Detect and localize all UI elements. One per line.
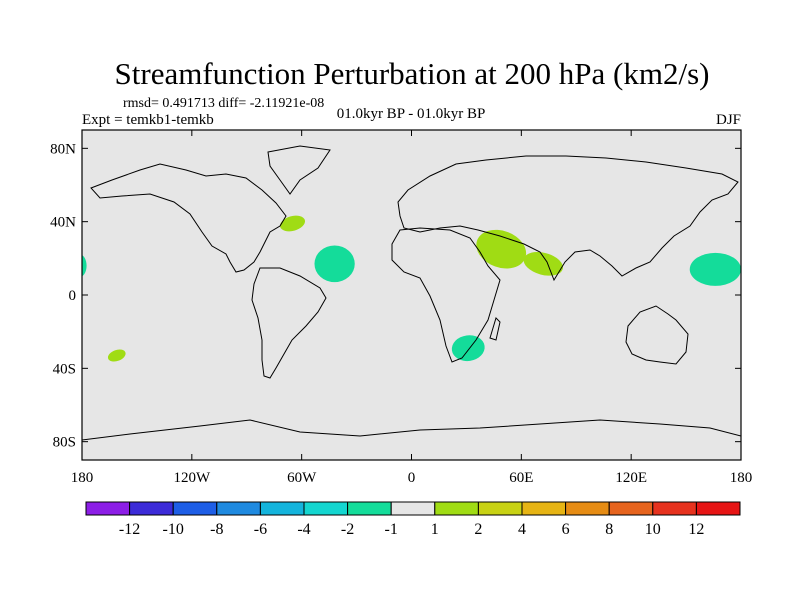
x-tick-label-4: 60E (509, 470, 533, 486)
anomaly-region-1 (523, 251, 563, 276)
anomaly-layer (82, 215, 741, 362)
x-tick-label-1: 120W (173, 470, 211, 486)
coastline-north-america (90, 163, 287, 273)
colorbar-label-12: 10 (645, 521, 661, 538)
colorbar: -12 -10 -8 -6 -4 -2 -1 1 2 4 6 8 10 12 (85, 501, 741, 538)
x-tick-label-2: 60W (287, 470, 317, 486)
coastline-south-america (251, 267, 327, 379)
chart-title: Streamfunction Perturbation at 200 hPa (… (115, 56, 710, 91)
season-label: DJF (716, 112, 741, 128)
colorbar-label-2: -8 (210, 521, 223, 538)
period-label: 01.0kyr BP - 01.0kyr BP (337, 106, 486, 122)
y-tick-label-3: 40S (53, 361, 76, 377)
colorbar-label-13: 12 (688, 521, 704, 538)
colorbar-swatch-0 (85, 501, 131, 516)
coastline-greenland (267, 145, 331, 195)
y-tick-label-0: 80N (50, 141, 76, 157)
colorbar-swatch-14 (695, 501, 741, 516)
coastline-africa (391, 227, 501, 363)
anomaly-region-0 (476, 229, 527, 269)
colorbar-label-5: -2 (341, 521, 354, 538)
colorbar-swatch-8 (434, 501, 479, 516)
x-tick-label-0: 180 (71, 470, 94, 486)
colorbar-label-6: -1 (385, 521, 398, 538)
coastline-europe-asia (397, 155, 739, 282)
x-tick-label-6: 180 (730, 470, 753, 486)
y-tick-label-1: 40N (50, 215, 76, 231)
colorbar-label-10: 6 (562, 521, 570, 538)
colorbar-swatch-5 (303, 501, 349, 516)
axes-layer: 180 120W 60W 0 60E 120E 180 80N 40N 0 40S 80S (50, 130, 752, 486)
anomaly-region-2 (279, 215, 306, 232)
colorbar-swatch-2 (172, 501, 218, 516)
x-tick-label-3: 0 (408, 470, 416, 486)
map-background (82, 130, 741, 460)
colorbar-label-4: -4 (297, 521, 310, 538)
stats-label: rmsd= 0.491713 diff= -2.11921e-08 (123, 96, 324, 111)
colorbar-swatch-13 (652, 501, 697, 516)
coastline-australia (625, 305, 689, 365)
experiment-label: Expt = temkb1-temkb (82, 112, 214, 128)
anomaly-region-6 (82, 255, 87, 277)
colorbar-label-7: 1 (431, 521, 439, 538)
x-tick-label-5: 120E (615, 470, 647, 486)
colorbar-swatch-10 (521, 501, 567, 516)
coastline-antarctica (82, 419, 741, 441)
colorbar-label-0: -12 (119, 521, 140, 538)
y-tick-label-2: 0 (69, 288, 77, 304)
colorbar-label-3: -6 (254, 521, 267, 538)
colorbar-swatch-7 (390, 501, 436, 516)
colorbar-label-8: 2 (474, 521, 482, 538)
coastline-madagascar (489, 317, 501, 341)
coastlines (82, 145, 741, 441)
anomaly-region-7 (451, 335, 485, 362)
anomaly-region-5 (689, 252, 741, 286)
colorbar-label-9: 4 (518, 521, 526, 538)
anomaly-region-4 (314, 245, 355, 283)
colorbar-label-11: 8 (605, 521, 613, 538)
colorbar-swatch-4 (259, 501, 305, 516)
colorbar-swatch-9 (477, 501, 523, 516)
colorbar-swatch-11 (565, 501, 610, 516)
colorbar-swatch-12 (608, 501, 654, 516)
colorbar-swatch-1 (129, 501, 174, 516)
colorbar-swatch-3 (216, 501, 261, 516)
anomaly-region-3 (107, 349, 126, 362)
y-tick-label-4: 80S (53, 435, 76, 451)
colorbar-swatch-6 (347, 501, 392, 516)
colorbar-label-1: -10 (163, 521, 184, 538)
